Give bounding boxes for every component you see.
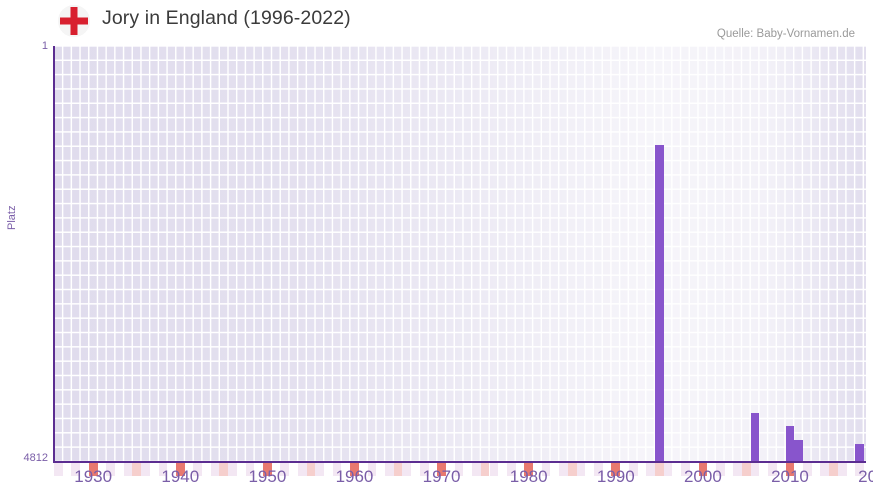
x-axis-tick-mark — [71, 463, 81, 476]
x-axis-tick-mark — [332, 463, 342, 476]
x-axis-tick-mark — [472, 463, 481, 476]
x-axis-tick-mark — [437, 463, 446, 476]
x-axis-tick-mark — [158, 463, 168, 476]
x-axis-tick-label: 1970 — [422, 467, 461, 486]
x-axis-tick-mark — [489, 463, 499, 476]
chart-bar — [794, 440, 804, 462]
x-axis-tick-mark — [315, 463, 324, 476]
x-axis-tick-label: 2020 — [858, 467, 873, 486]
chart-bar — [654, 145, 664, 462]
x-axis-tick-label: 1930 — [74, 467, 113, 486]
x-axis-tick-mark — [654, 463, 664, 476]
x-axis-tick-mark — [297, 463, 307, 476]
chart-bar — [785, 425, 795, 462]
x-axis-tick-mark — [263, 463, 272, 476]
x-axis-tick-label: 2000 — [683, 467, 722, 486]
x-axis-tick-mark — [646, 463, 655, 476]
x-axis-tick-label: 1980 — [509, 467, 548, 486]
x-axis-tick-mark — [803, 463, 812, 476]
x-axis-tick-mark — [742, 463, 751, 476]
x-axis-tick-mark — [820, 463, 830, 476]
source-attribution: Quelle: Baby-Vornamen.de — [716, 28, 855, 40]
chart-header: Jory in England (1996-2022) Quelle: Baby… — [0, 0, 873, 44]
x-axis-tick-mark — [106, 463, 115, 476]
x-axis-tick-mark — [228, 463, 237, 476]
chart-plot-area — [54, 46, 866, 462]
y-axis-tick-top: 1 — [41, 40, 48, 52]
x-axis-tick-mark — [829, 463, 838, 476]
x-axis-tick-mark — [306, 463, 316, 476]
x-axis-tick-mark — [384, 463, 394, 476]
x-axis-tick-strip — [54, 463, 866, 476]
x-axis-tick-mark — [837, 463, 847, 476]
x-axis-tick-mark — [559, 463, 568, 476]
x-axis-tick-mark — [768, 463, 777, 476]
x-axis-tick-mark — [280, 463, 290, 476]
x-axis-tick-label: 1990 — [596, 467, 635, 486]
x-axis-tick-mark — [245, 463, 255, 476]
x-axis-tick-mark — [454, 463, 464, 476]
x-axis-tick-mark — [733, 463, 743, 476]
x-axis-tick-mark — [611, 463, 621, 476]
x-axis-tick-mark — [480, 463, 490, 476]
x-axis-tick-mark — [402, 463, 412, 476]
england-flag-icon — [58, 5, 90, 37]
x-axis-tick-label: 1940 — [161, 467, 200, 486]
x-axis-tick-mark — [663, 463, 673, 476]
x-axis-tick-mark — [855, 463, 864, 476]
chart-gridlines — [54, 46, 866, 462]
x-axis-line — [53, 461, 866, 463]
x-axis-tick-mark — [541, 463, 551, 476]
x-axis-tick-mark — [367, 463, 377, 476]
x-axis-tick-mark — [123, 463, 133, 476]
x-axis-tick-mark — [567, 463, 577, 476]
x-axis-tick-mark — [715, 463, 725, 476]
x-axis-tick-mark — [698, 463, 708, 476]
x-axis-tick-mark — [419, 463, 429, 476]
x-axis-tick-mark — [175, 463, 185, 476]
x-axis-tick-mark — [54, 463, 63, 476]
x-axis-tick-mark — [506, 463, 516, 476]
x-axis-tick-mark — [88, 463, 98, 476]
x-axis-tick-label: 1950 — [248, 467, 287, 486]
page-title: Jory in England (1996-2022) — [102, 7, 351, 29]
chart-bar — [750, 412, 760, 462]
x-axis-tick-mark — [594, 463, 603, 476]
x-axis-tick-mark — [219, 463, 229, 476]
x-axis-tick-mark — [393, 463, 403, 476]
x-axis-tick-mark — [132, 463, 142, 476]
x-axis-tick-mark — [141, 463, 150, 476]
x-axis-tick-label: 1960 — [335, 467, 374, 486]
x-axis-tick-mark — [350, 463, 359, 476]
x-axis-tick-mark — [524, 463, 534, 476]
x-axis-tick-mark — [193, 463, 203, 476]
x-axis-tick-label: 2010 — [771, 467, 809, 486]
x-axis-tick-mark — [681, 463, 690, 476]
y-axis-line — [53, 46, 55, 463]
x-axis-tick-mark — [785, 463, 795, 476]
x-axis-tick-mark — [750, 463, 760, 476]
y-axis-tick-bottom: 4812 — [23, 452, 48, 464]
y-axis-title: Platz — [6, 205, 18, 230]
chart-bar — [855, 443, 864, 462]
x-axis-tick-mark — [210, 463, 220, 476]
x-axis-tick-mark — [576, 463, 586, 476]
x-axis-tick-mark — [628, 463, 638, 476]
